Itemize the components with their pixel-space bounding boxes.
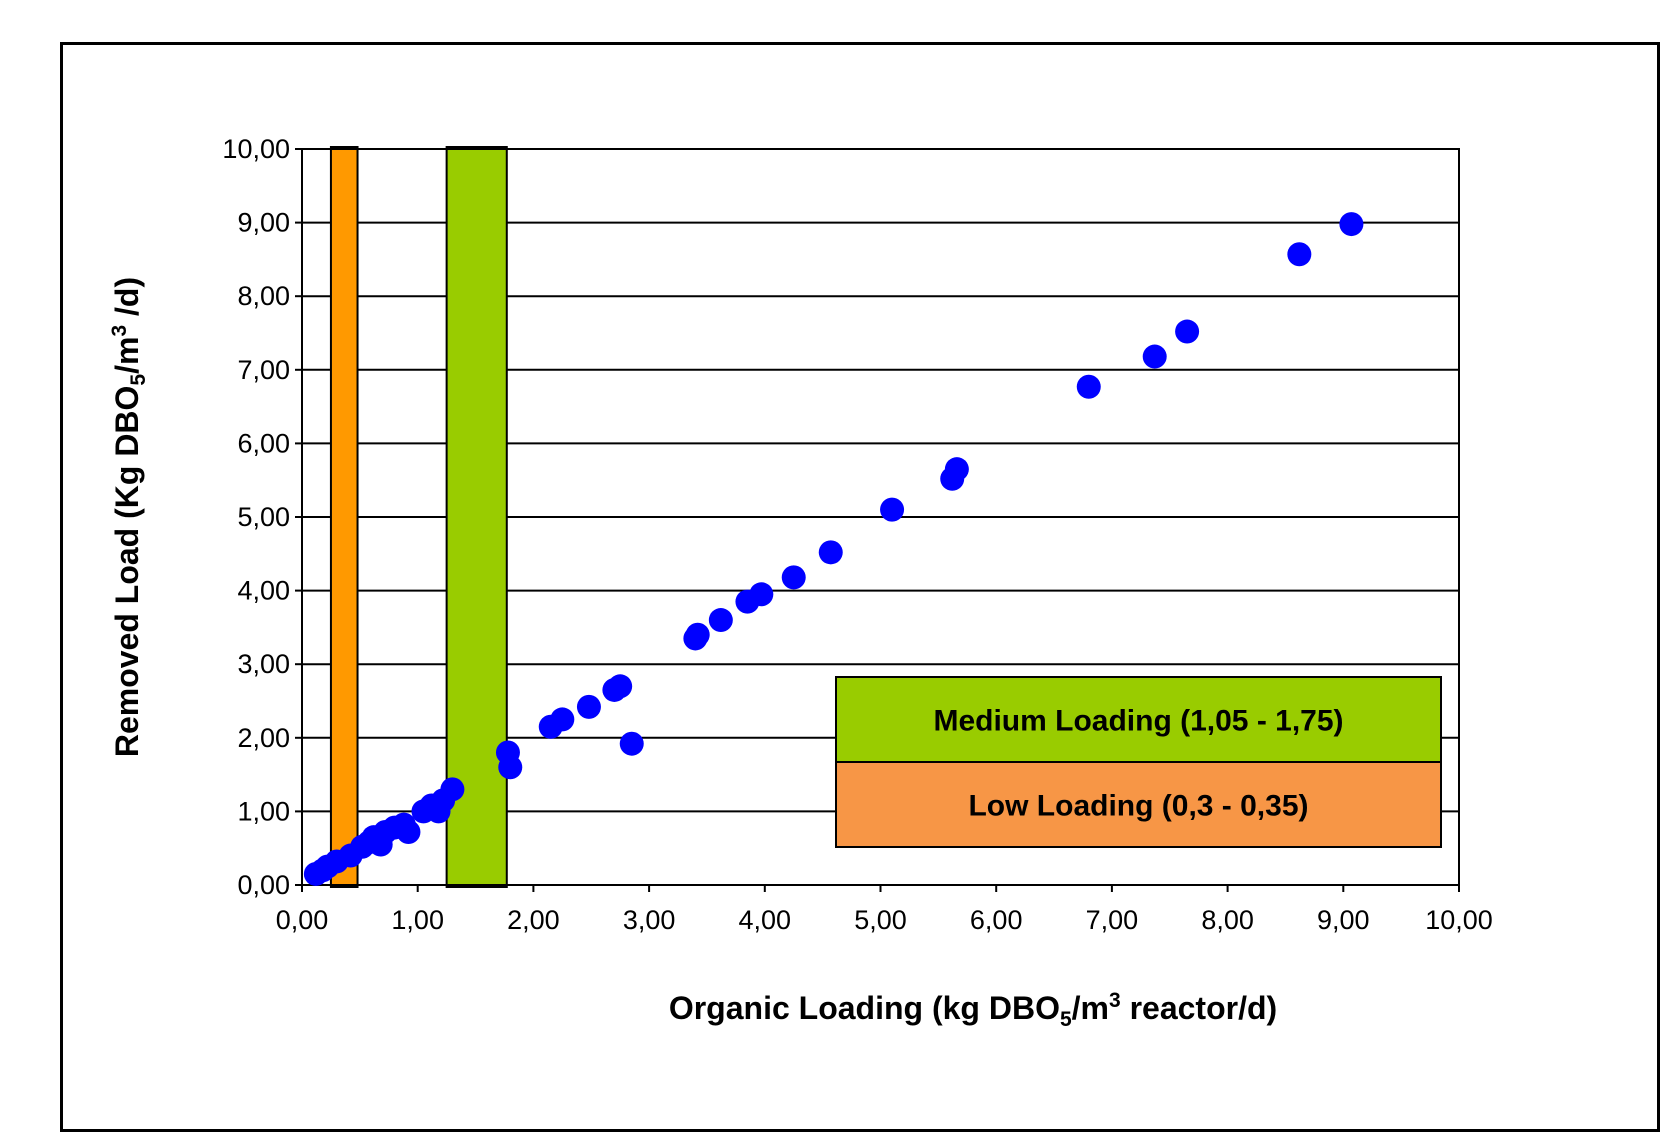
x-tick-label: 8,00 [1201,905,1254,935]
data-point [818,540,843,565]
data-point [1142,344,1167,369]
legend-swatch [835,761,1442,848]
x-tick-label: 4,00 [739,905,792,935]
legend: Medium Loading (1,05 - 1,75) Low Loading … [835,676,1442,848]
legend-swatch [835,676,1442,763]
chart-frame: 0,00 1,00 2,00 3,00 4,00 5,00 6,00 7,00 8,00 9,00… [60,42,1660,1132]
x-tick-label: 3,00 [623,905,676,935]
legend-label: Medium Loading (1,05 - 1,75) [933,705,1343,738]
y-tick-label: 8,00 [237,281,290,311]
y-tick-label: 5,00 [237,502,290,532]
legend-label: Low Loading (0,3 - 0,35) [968,790,1308,823]
data-point [685,622,710,647]
data-point [1076,374,1101,399]
scatter-chart: 0,00 1,00 2,00 3,00 4,00 5,00 6,00 7,00 8,00 9,00… [108,134,1493,1031]
data-point [1287,242,1312,267]
x-tick-label: 2,00 [507,905,560,935]
data-point [880,497,905,522]
data-points [303,212,1364,886]
y-tick-label: 2,00 [237,723,290,753]
y-tick-label: 7,00 [237,355,290,385]
y-tick-label: 10,00 [222,134,290,164]
data-point [498,755,523,780]
data-point [440,777,465,802]
x-axis: 0,00 1,00 2,00 3,00 4,00 5,00 6,00 7,00 8,00 9,00… [276,885,1493,935]
y-tick-label: 6,00 [237,428,290,458]
data-point [708,608,733,633]
data-point [1175,319,1200,344]
data-point [749,582,774,607]
loading-band-low [329,146,359,888]
x-tick-label: 1,00 [391,905,444,935]
x-tick-label: 10,00 [1425,905,1493,935]
y-tick-label: 3,00 [237,649,290,679]
x-tick-label: 6,00 [970,905,1023,935]
y-axis-title: Removed Load (Kg DBO5/m3 /d) [108,277,150,757]
data-point [1339,212,1364,237]
x-tick-label: 5,00 [854,905,907,935]
x-axis-title: Organic Loading (kg DBO5/m3 reactor/d) [669,989,1277,1031]
data-point [550,707,575,732]
x-tick-label: 0,00 [276,905,329,935]
data-point [396,820,421,845]
y-axis: 0,00 1,00 2,00 3,00 4,00 5,00 6,00 7,00 8,00 9,00… [222,134,303,900]
x-tick-label: 9,00 [1317,905,1370,935]
data-point [944,457,969,482]
data-point [608,674,633,699]
data-point [619,731,644,756]
y-tick-label: 1,00 [237,796,290,826]
loading-bands [329,146,508,888]
y-tick-label: 9,00 [237,208,290,238]
x-tick-label: 7,00 [1086,905,1139,935]
y-tick-label: 0,00 [237,870,290,900]
y-tick-label: 4,00 [237,576,290,606]
data-point [576,694,601,719]
data-point [781,565,806,590]
loading-band-medium [445,146,508,888]
